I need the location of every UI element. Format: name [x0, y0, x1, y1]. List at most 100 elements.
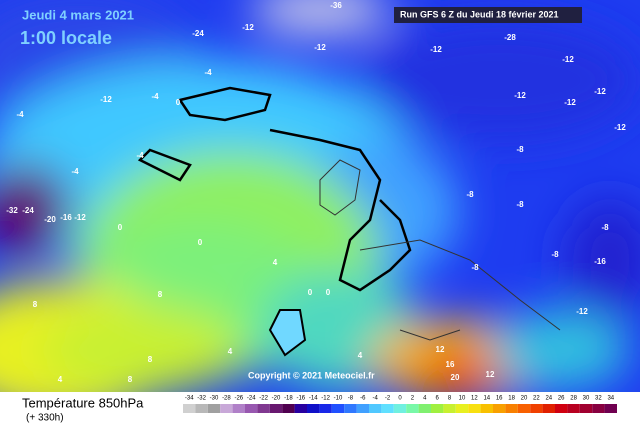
- legend-label: 22: [533, 396, 540, 402]
- legend-label: -8: [348, 396, 354, 402]
- legend-swatch: [555, 404, 568, 413]
- legend-label: -24: [247, 396, 256, 402]
- legend-swatch: [431, 404, 444, 413]
- contour-label: -8: [466, 190, 474, 199]
- legend-swatch: [418, 404, 431, 413]
- legend-swatch: [319, 404, 332, 413]
- contour-label: 4: [273, 258, 278, 267]
- legend-swatch: [294, 404, 307, 413]
- legend-label: 34: [607, 396, 614, 402]
- legend-label: -16: [296, 396, 305, 402]
- legend-swatch: [579, 404, 593, 413]
- legend-label: 24: [545, 396, 552, 402]
- legend-label: -34: [185, 396, 194, 402]
- legend-label: -30: [210, 396, 219, 402]
- contour-label: -12: [430, 45, 442, 54]
- legend-label: 4: [423, 396, 427, 402]
- contour-label: -12: [594, 87, 606, 96]
- legend-label: 12: [471, 396, 478, 402]
- legend-swatch: [369, 404, 382, 413]
- contour-label: -8: [601, 223, 609, 232]
- contour-label: 12: [486, 370, 495, 379]
- contour-label: 0: [198, 238, 203, 247]
- contour-label: -4: [71, 167, 79, 176]
- contour-label: -12: [514, 91, 526, 100]
- legend-swatch: [232, 404, 245, 413]
- legend-label: -14: [309, 396, 318, 402]
- legend-swatch: [307, 404, 320, 413]
- contour-label: -12: [74, 213, 86, 222]
- legend-swatch: [493, 404, 506, 413]
- contour: [268, 309, 307, 357]
- contour-label: 4: [358, 351, 363, 360]
- legend-label: 16: [496, 396, 503, 402]
- date: Jeudi 4 mars 2021: [22, 7, 134, 22]
- legend-swatch: [542, 404, 555, 413]
- contour-label: 0: [176, 98, 181, 107]
- legend-swatch: [220, 404, 233, 413]
- legend-label: 30: [583, 396, 590, 402]
- legend-swatch: [530, 404, 543, 413]
- legend-swatch: [455, 404, 469, 413]
- contour-label: -32: [6, 206, 18, 215]
- contour-label: -4: [204, 68, 212, 77]
- legend-label: 18: [508, 396, 515, 402]
- run-box: [394, 7, 582, 23]
- legend-label: 32: [595, 396, 602, 402]
- contour-label: -12: [562, 55, 574, 64]
- contour: [137, 86, 412, 292]
- contour-label: 20: [451, 373, 460, 382]
- legend-swatch: [592, 404, 605, 413]
- legend-swatch: [393, 404, 407, 413]
- contour-label: -24: [192, 29, 204, 38]
- contour-label: -12: [242, 23, 254, 32]
- contour-label: 4: [58, 375, 63, 384]
- contour-label: -24: [22, 206, 34, 215]
- legend-swatch: [468, 404, 481, 413]
- contour-label: -36: [330, 1, 342, 10]
- legend-swatch: [443, 404, 456, 413]
- legend-label: 20: [521, 396, 528, 402]
- legend-label: 2: [411, 396, 415, 402]
- legend-label: 28: [570, 396, 577, 402]
- contour-label: -12: [314, 43, 326, 52]
- legend-label: 26: [558, 396, 565, 402]
- contour-label: 0: [308, 288, 313, 297]
- contour-label: 8: [158, 290, 163, 299]
- legend-label: -4: [373, 396, 379, 402]
- contour-label: 4: [228, 347, 233, 356]
- legend-swatch: [207, 404, 221, 413]
- contour-label: -16: [594, 257, 606, 266]
- contour-label: -4: [136, 151, 144, 160]
- legend-swatch: [195, 404, 208, 413]
- copyright: Copyright © 2021 Meteociel.fr: [248, 370, 375, 380]
- contour-label: -12: [564, 98, 576, 107]
- map: -36 -28 -24 -16 -12 -12 -12 -12 -12 -12 -12 -12 -8 -8…: [0, 0, 640, 392]
- legend-swatch: [505, 404, 518, 413]
- contour-label: -12: [614, 123, 626, 132]
- legend-swatch: [331, 404, 345, 413]
- legend-label: 10: [459, 396, 466, 402]
- contour-label: -8: [516, 200, 524, 209]
- contour-label: -12: [100, 95, 112, 104]
- legend-swatch: [356, 404, 369, 413]
- legend-swatch: [245, 404, 258, 413]
- contour-label: 12: [436, 345, 445, 354]
- legend-label: 14: [483, 396, 490, 402]
- contour-label: 8: [148, 355, 153, 364]
- legend-label: 0: [398, 396, 402, 402]
- contour-label: 0: [326, 288, 331, 297]
- legend-swatch: [517, 404, 531, 413]
- contour-label: 0: [118, 223, 123, 232]
- legend-label: -32: [197, 396, 206, 402]
- local-time: 1:00 locale: [20, 28, 112, 48]
- contour-label: -4: [16, 110, 24, 119]
- contour-label: -28: [504, 33, 516, 42]
- legend-label: -12: [321, 396, 330, 402]
- legend: -34 -32 -30 -28 -26 -24 -22 -20 -18 -16 -14 -12 -10-…: [183, 396, 617, 413]
- legend-label: -26: [234, 396, 243, 402]
- legend-swatch: [406, 404, 419, 413]
- legend-label: -6: [360, 396, 366, 402]
- coastline: [319, 159, 561, 341]
